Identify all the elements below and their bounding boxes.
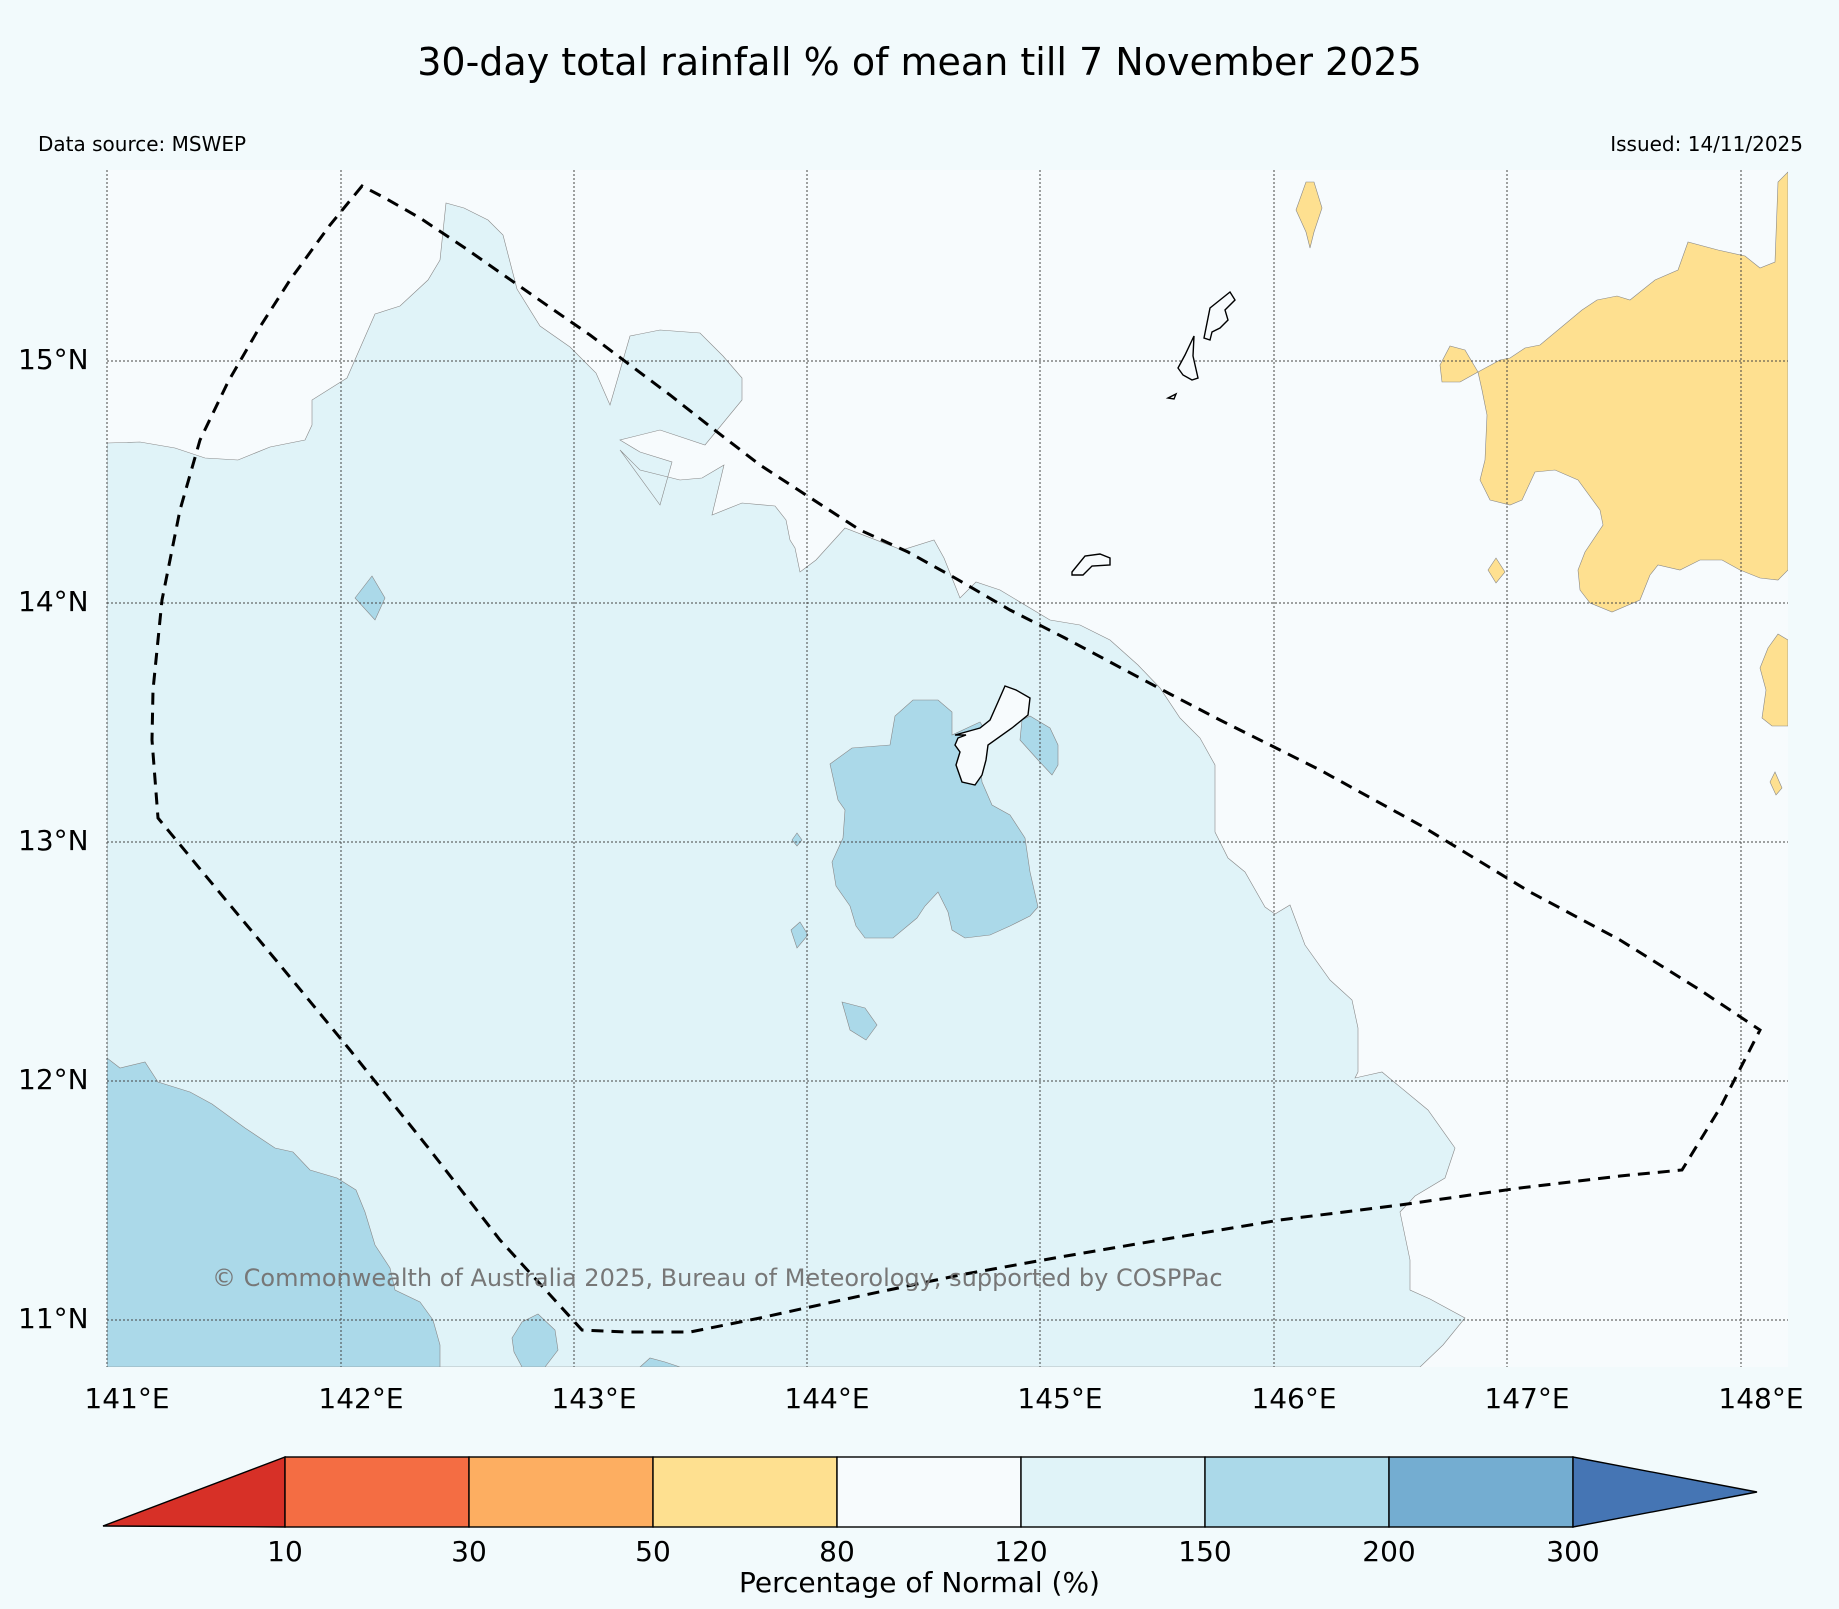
region-50-80-e1	[1759, 633, 1788, 727]
region-50-80-n	[1295, 181, 1323, 249]
region-150-200-blob6	[639, 1357, 681, 1367]
region-150-200-blob1	[1019, 715, 1059, 776]
lat-label: 13°N	[18, 824, 89, 857]
lon-label: 142°E	[318, 1382, 404, 1415]
island-aguijan	[1165, 392, 1178, 400]
lon-label: 146°E	[1251, 1382, 1337, 1415]
colorbar-extend-low	[102, 1455, 286, 1528]
lon-label: 148°E	[1718, 1382, 1804, 1415]
colorbar-segment	[836, 1456, 1022, 1528]
colorbar-tick: 120	[994, 1535, 1048, 1568]
lon-label: 144°E	[784, 1382, 870, 1415]
gridlines	[106, 170, 1788, 1367]
copyright-notice: © Commonwealth of Australia 2025, Bureau…	[212, 1264, 1223, 1292]
island-tinian	[1177, 335, 1199, 381]
lat-label: 14°N	[18, 585, 89, 618]
island-rota	[1071, 553, 1111, 576]
island-guam	[954, 685, 1031, 786]
lon-label: 145°E	[1017, 1382, 1103, 1415]
colorbar-segment	[1204, 1456, 1390, 1528]
data-source: Data source: MSWEP	[38, 132, 247, 156]
colorbar-extend-high	[1572, 1456, 1758, 1528]
lon-label: 141°E	[84, 1382, 170, 1415]
issued-date: Issued: 14/11/2025	[1610, 132, 1803, 156]
lat-label: 15°N	[18, 343, 89, 376]
colorbar-segment	[1020, 1456, 1206, 1528]
lon-label: 143°E	[551, 1382, 637, 1415]
lon-label: 147°E	[1484, 1382, 1570, 1415]
region-50-80-ne	[1439, 171, 1788, 613]
region-150-200-sw	[107, 1057, 441, 1367]
region-150-200-center	[829, 699, 1039, 939]
islands	[954, 290, 1236, 786]
lat-label: 12°N	[18, 1063, 89, 1096]
colorbar-segment	[468, 1456, 654, 1528]
colorbar-tick: 80	[819, 1535, 855, 1568]
colorbar-tick: 300	[1546, 1535, 1600, 1568]
colorbar-segment	[284, 1456, 470, 1528]
colorbar-tick: 30	[451, 1535, 487, 1568]
region-50-80-e3	[1769, 771, 1783, 796]
colorbar-segment	[1388, 1456, 1574, 1528]
map-title: 30-day total rainfall % of mean till 7 N…	[417, 40, 1422, 84]
colorbar-tick: 150	[1178, 1535, 1232, 1568]
region-150-200-blob3	[790, 921, 809, 949]
region-150-200-blob7	[791, 832, 803, 847]
region-50-80-e2	[1487, 557, 1506, 584]
colorbar-label: Percentage of Normal (%)	[739, 1566, 1100, 1599]
island-saipan	[1203, 290, 1236, 341]
colorbar-segment	[652, 1456, 838, 1528]
colorbar-tick: 10	[267, 1535, 303, 1568]
colorbar	[102, 1455, 1758, 1528]
colorbar-tick: 200	[1362, 1535, 1416, 1568]
lat-label: 11°N	[18, 1302, 89, 1335]
region-150-200-blob4	[354, 575, 386, 621]
colorbar-tick: 50	[635, 1535, 671, 1568]
region-120-150	[107, 202, 1466, 1367]
eez-boundary	[150, 184, 1762, 1334]
region-150-200-blob2	[841, 1001, 878, 1041]
region-150-200-blob5	[511, 1313, 559, 1367]
